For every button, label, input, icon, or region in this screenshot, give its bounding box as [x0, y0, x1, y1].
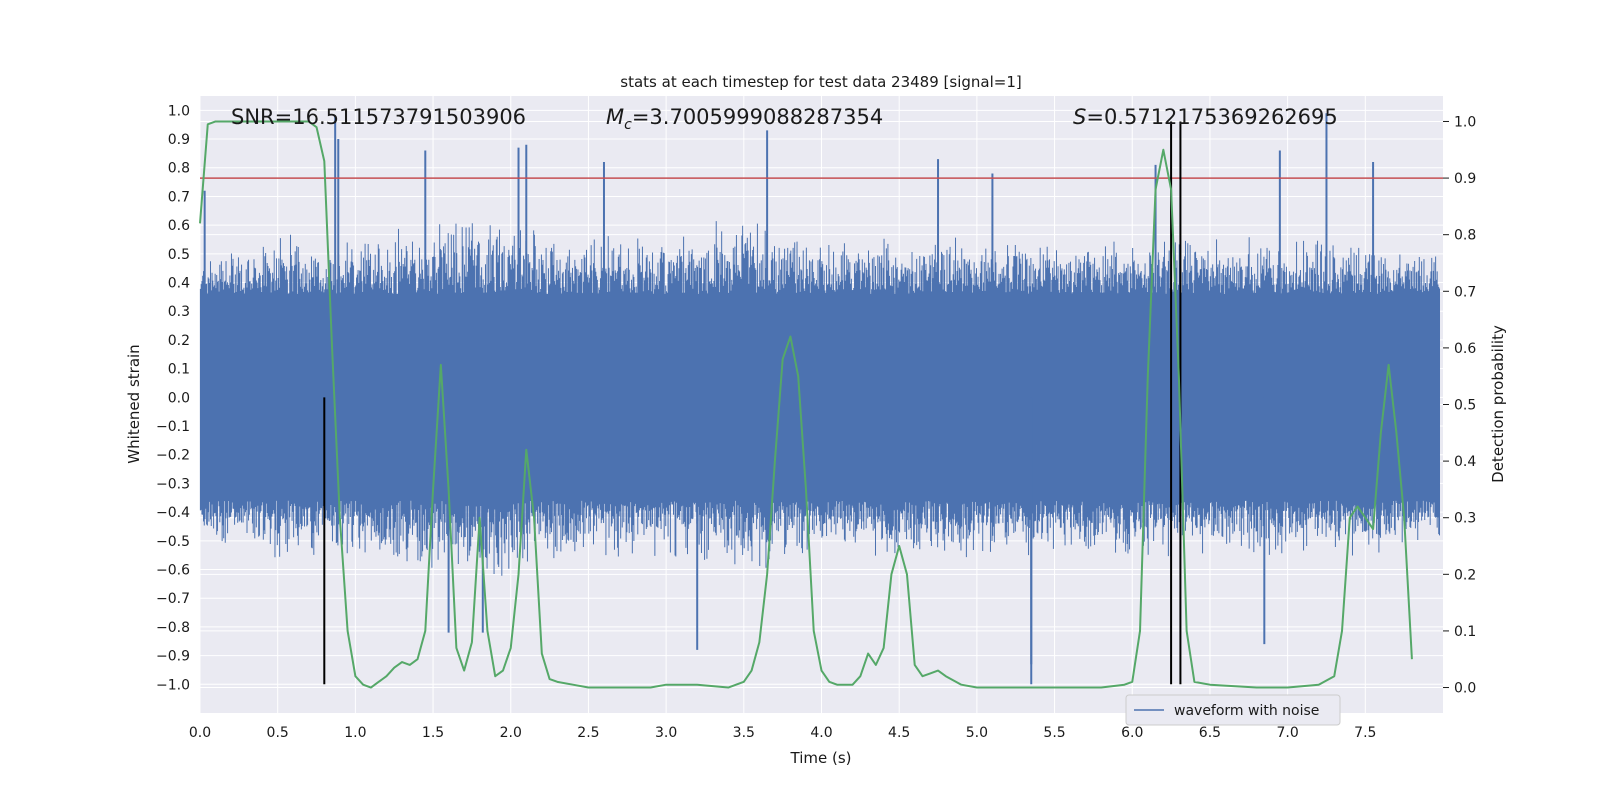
x-tick-label: 2.5	[577, 725, 599, 741]
y2-tick-label: 0.0	[1454, 681, 1476, 697]
y2-tick-label: 1.0	[1454, 114, 1476, 130]
y2-tick-label: 0.9	[1454, 171, 1476, 187]
probability-series	[199, 120, 1413, 689]
y-tick-label: −1.0	[156, 677, 190, 693]
x-tick-label: 3.0	[655, 725, 677, 741]
y-tick-label: −0.5	[156, 534, 190, 550]
y-tick-label: −0.1	[156, 419, 190, 435]
x-tick-label: 3.5	[733, 725, 755, 741]
y-tick-label: 0.9	[168, 132, 190, 148]
legend: waveform with noise	[1125, 694, 1341, 726]
x-tick-label: 1.5	[422, 725, 444, 741]
y2-tick-label: 0.2	[1454, 567, 1476, 583]
probability-line	[199, 120, 1413, 689]
y-tick-label: −0.7	[156, 591, 190, 607]
waveform-noise-trace	[199, 221, 1440, 576]
y2-tick-label: 0.4	[1454, 454, 1476, 470]
x-tick-label: 7.0	[1276, 725, 1298, 741]
y-tick-label: −0.4	[156, 505, 190, 521]
x-tick-label: 4.0	[810, 725, 832, 741]
y-tick-label: −0.3	[156, 476, 190, 492]
waveform-series	[199, 113, 1440, 685]
snr-annotation: SNR=16.511573791503906	[231, 105, 526, 129]
s-annotation: S=0.5712175369262695	[1073, 105, 1338, 129]
chirp-mass-annotation: Mc=3.7005999088287354	[606, 105, 883, 133]
x-tick-label: 6.0	[1121, 725, 1143, 741]
y-tick-label: 0.1	[168, 362, 190, 378]
y2-tick-label: 0.8	[1454, 228, 1476, 244]
chirp-mass-symbol: M	[606, 105, 624, 129]
x-axis-ticks: 0.0 0.5 1.0 1.5 2.0 2.5 3.0 3.5 4.0 4.5 5.0 5.5 6.0 6…	[189, 725, 1377, 741]
x-tick-label: 5.0	[966, 725, 988, 741]
y-tick-label: 0.0	[168, 390, 190, 406]
legend-label: waveform with noise	[1174, 703, 1319, 719]
chart-title: stats at each timestep for test data 234…	[620, 73, 1021, 91]
x-tick-label: 0.0	[189, 725, 211, 741]
y-tick-label: −0.6	[156, 563, 190, 579]
y-tick-label: 0.8	[168, 161, 190, 177]
s-value: =0.5712175369262695	[1086, 105, 1337, 129]
y-tick-label: 1.0	[168, 103, 190, 119]
x-axis-title: Time (s)	[790, 749, 852, 767]
y-tick-label: −0.9	[156, 649, 190, 665]
x-tick-label: 1.0	[344, 725, 366, 741]
x-tick-label: 4.5	[888, 725, 910, 741]
y-tick-label: −0.2	[156, 448, 190, 464]
y2-tick-label: 0.3	[1454, 511, 1476, 527]
x-tick-label: 6.5	[1199, 725, 1221, 741]
x-tick-label: 7.5	[1354, 725, 1376, 741]
y-tick-label: 0.5	[168, 247, 190, 263]
chirp-mass-value: =3.7005999088287354	[632, 105, 883, 129]
y-tick-label: 0.2	[168, 333, 190, 349]
y-tick-label: 0.6	[168, 218, 190, 234]
y2-tick-label: 0.5	[1454, 398, 1476, 414]
y-tick-label: 0.3	[168, 304, 190, 320]
legend-box	[1125, 694, 1341, 726]
y-tick-label: 0.7	[168, 189, 190, 205]
y2-axis-title: Detection probability	[1489, 325, 1507, 483]
y2-tick-label: 0.6	[1454, 341, 1476, 357]
y2-tick-label: 0.7	[1454, 284, 1476, 300]
y-axis-title: Whitened strain	[125, 344, 143, 463]
y-tick-label: 0.4	[168, 276, 190, 292]
s-symbol: S	[1073, 105, 1086, 129]
x-tick-label: 5.5	[1043, 725, 1065, 741]
x-tick-label: 0.5	[267, 725, 289, 741]
y2-axis-ticks: 1.0 0.9 0.8 0.7 0.6 0.5 0.4 0.3 0.2 0.1 0.0	[1443, 114, 1476, 697]
x-tick-label: 2.0	[500, 725, 522, 741]
y-tick-label: −0.8	[156, 620, 190, 636]
chirp-mass-subscript: c	[624, 117, 632, 133]
y-axis-ticks: 1.0 0.9 0.8 0.7 0.6 0.5 0.4 0.3 0.2 0.1 0.0 −0.1 −0.…	[156, 103, 190, 693]
y2-tick-label: 0.1	[1454, 624, 1476, 640]
